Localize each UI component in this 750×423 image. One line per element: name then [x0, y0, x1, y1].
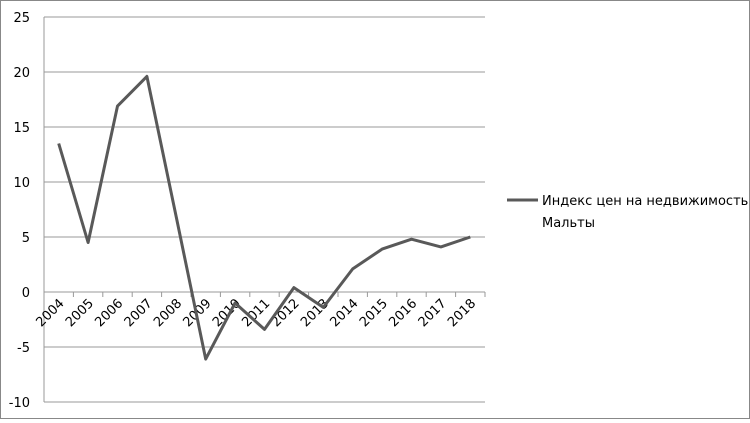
y-tick-label: 15 — [13, 121, 30, 136]
y-tick-label: 5 — [22, 231, 30, 246]
y-tick-label: -5 — [17, 341, 30, 356]
y-tick-label: 0 — [22, 286, 30, 301]
y-tick-label: 20 — [13, 66, 30, 81]
y-tick-label: 10 — [13, 176, 30, 191]
y-tick-label: -10 — [9, 396, 30, 411]
y-tick-label: 25 — [13, 11, 30, 26]
legend-label: Индекс цен на недвижимость Мальты — [542, 194, 748, 231]
series-line — [57, 74, 471, 361]
